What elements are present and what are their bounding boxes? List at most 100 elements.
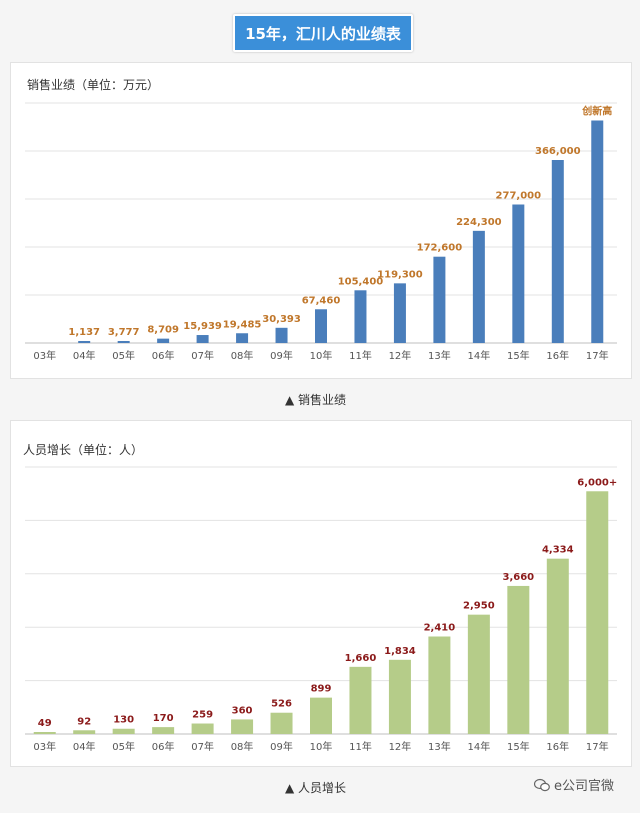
sales-data-label: 3,777	[108, 327, 140, 338]
sales-tick-label: 17年	[586, 349, 609, 362]
sales-bar	[591, 120, 604, 343]
sales-tick-label: 13年	[428, 349, 451, 362]
sales-data-label: 67,460	[302, 295, 341, 306]
page-title: 15年，汇川人的业绩表	[233, 14, 413, 52]
staff-data-label: 130	[113, 715, 134, 726]
sales-bar	[196, 335, 209, 343]
staff-tick-label: 16年	[546, 740, 569, 753]
staff-data-label: 360	[232, 705, 253, 716]
sales-bar	[433, 256, 446, 343]
staff-bar	[33, 732, 56, 734]
staff-bar	[270, 712, 293, 734]
staff-data-label: 526	[271, 699, 292, 710]
wechat-icon	[534, 778, 550, 791]
staff-chart-caption: ▲ 人员增长	[285, 781, 347, 795]
staff-chart: 49 92 130 170 259 360 526 899 1,660 1,834 2,410 2,9…	[25, 466, 617, 753]
staff-bar	[388, 659, 411, 734]
sales-bar	[512, 204, 525, 343]
sales-data-label: 1,137	[68, 327, 100, 338]
sales-bar	[275, 327, 288, 343]
staff-bar	[428, 636, 451, 734]
sales-tick-label: 07年	[191, 349, 214, 362]
staff-bar	[73, 730, 96, 734]
staff-bar	[231, 719, 254, 734]
staff-data-label: 6,000+	[577, 477, 617, 488]
staff-tick-label: 04年	[73, 740, 96, 753]
sales-tick-label: 14年	[467, 349, 490, 362]
staff-data-label: 1,834	[384, 646, 416, 657]
sales-chart-panel: 销售业绩（单位：万元） 1,137 3,777 8,709 15,939 19,485 3…	[10, 62, 632, 379]
staff-data-label: 2,950	[463, 601, 495, 612]
staff-data-label: 2,410	[424, 623, 456, 634]
watermark-text: e公司官微	[554, 779, 614, 794]
staff-tick-label: 09年	[270, 740, 293, 753]
staff-tick-label: 06年	[152, 740, 175, 753]
sales-data-label: 105,400	[338, 276, 384, 287]
staff-bar	[507, 585, 530, 734]
sales-bar	[78, 341, 91, 343]
sales-tick-label: 03年	[33, 349, 56, 362]
staff-tick-label: 03年	[33, 740, 56, 753]
staff-bar	[546, 558, 569, 734]
watermark: e公司官微	[534, 775, 614, 794]
sales-bar	[551, 160, 564, 343]
sales-data-label: 19,485	[223, 319, 262, 330]
sales-data-label: 172,600	[417, 243, 463, 254]
sales-bar	[472, 230, 485, 343]
sales-tick-label: 08年	[231, 349, 254, 362]
staff-tick-label: 05年	[112, 740, 135, 753]
sales-tick-label: 05年	[112, 349, 135, 362]
staff-tick-label: 08年	[231, 740, 254, 753]
sales-tick-label: 09年	[270, 349, 293, 362]
sales-data-label: 119,300	[377, 269, 423, 280]
staff-bar	[467, 614, 490, 734]
sales-chart-caption: ▲ 销售业绩	[285, 393, 347, 407]
staff-bar	[191, 723, 214, 734]
sales-data-label: 277,000	[496, 191, 542, 202]
sales-bar	[393, 283, 406, 343]
staff-bar	[586, 491, 609, 734]
sales-tick-label: 10年	[310, 349, 333, 362]
sales-tick-label: 15年	[507, 349, 530, 362]
sales-tick-label: 04年	[73, 349, 96, 362]
staff-chart-panel: 人员增长（单位：人） 49 92 130 170 259 360 526 899 1,660 1,…	[10, 420, 632, 767]
staff-tick-label: 13年	[428, 740, 451, 753]
sales-tick-label: 12年	[389, 349, 412, 362]
staff-chart-title: 人员增长（单位：人）	[23, 443, 144, 457]
sales-tick-label: 16年	[546, 349, 569, 362]
staff-data-label: 899	[311, 684, 332, 695]
sales-tick-label: 11年	[349, 349, 372, 362]
staff-tick-label: 15年	[507, 740, 530, 753]
sales-data-label: 366,000	[535, 146, 581, 157]
staff-bar	[310, 697, 332, 734]
staff-tick-label: 12年	[389, 740, 412, 753]
staff-tick-label: 11年	[349, 740, 372, 753]
sales-bar	[354, 290, 367, 343]
sales-bar	[315, 309, 327, 343]
sales-chart-title: 销售业绩（单位：万元）	[27, 78, 160, 92]
sales-data-label: 224,300	[456, 217, 502, 228]
staff-data-label: 3,660	[503, 572, 535, 583]
staff-bar	[112, 728, 135, 734]
sales-data-label: 8,709	[147, 325, 179, 336]
staff-data-label: 259	[192, 710, 213, 721]
staff-data-label: 4,334	[542, 545, 574, 556]
staff-tick-label: 14年	[467, 740, 490, 753]
sales-tick-label: 06年	[152, 349, 175, 362]
staff-data-label: 49	[38, 718, 52, 729]
staff-tick-label: 17年	[586, 740, 609, 753]
sales-bar	[236, 333, 249, 343]
sales-data-label: 创新高	[581, 105, 612, 118]
sales-data-label: 30,393	[262, 314, 301, 325]
staff-data-label: 170	[153, 713, 174, 724]
sales-data-label: 15,939	[183, 321, 222, 332]
sales-bar	[117, 341, 130, 343]
staff-bar	[349, 666, 372, 734]
staff-bar	[152, 727, 175, 734]
staff-data-label: 92	[77, 716, 91, 727]
sales-bar	[157, 338, 170, 343]
staff-tick-label: 10年	[310, 740, 333, 753]
staff-data-label: 1,660	[345, 653, 377, 664]
staff-tick-label: 07年	[191, 740, 214, 753]
